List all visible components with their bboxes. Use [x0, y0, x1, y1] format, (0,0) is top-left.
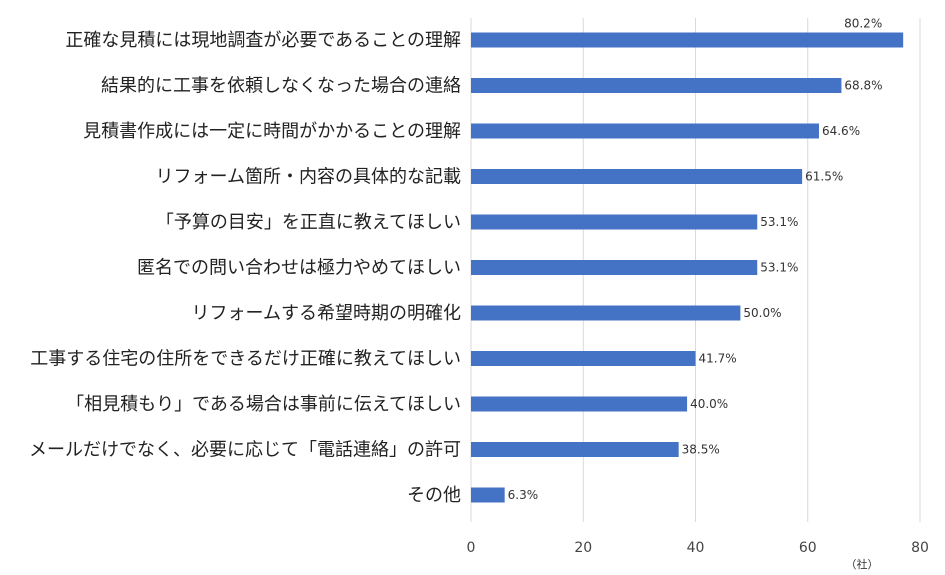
x-axis-unit-label: （社） [846, 557, 879, 571]
data-label: 6.3% [508, 488, 539, 502]
category-label: 工事する住宅の住所をできるだけ正確に教えてほしい [30, 349, 461, 370]
data-label: 68.8% [844, 79, 882, 93]
data-label: 53.1% [760, 261, 798, 275]
x-tick-label: 80 [911, 540, 929, 556]
bar [471, 351, 696, 366]
x-axis-ticks: 0 20 40 60 80 [467, 540, 929, 556]
x-tick-label: 0 [467, 540, 476, 556]
bar [471, 487, 505, 503]
category-label: 「相見積もり」である場合は事前に伝えてほしい [66, 394, 461, 415]
category-label: その他 [407, 485, 461, 506]
bar [471, 169, 803, 184]
bar [471, 214, 758, 230]
category-label: メールだけでなく、必要に応じて「電話連絡」の許可 [29, 440, 461, 461]
category-label: 正確な見積には現地調査が必要であることの理解 [65, 30, 461, 51]
category-labels: 正確な見積には現地調査が必要であることの理解結果的に工事を依頼しなくなった場合の… [29, 30, 461, 506]
bar [471, 396, 688, 412]
x-tick-label: 60 [799, 540, 817, 556]
category-label: リフォームする希望時期の明確化 [192, 303, 461, 324]
data-label: 80.2% [844, 17, 882, 31]
data-labels: 80.2% 68.8% 64.6% 61.5% 53.1% 53.1% 50.0% 41.7%… [508, 17, 883, 503]
category-label: 「予算の目安」を正直に教えてほしい [156, 212, 461, 233]
bar [471, 260, 758, 275]
bar [471, 305, 741, 321]
data-label: 61.5% [805, 170, 843, 184]
data-label: 64.6% [822, 124, 860, 138]
bar [471, 32, 904, 48]
bars [471, 32, 904, 503]
bar [471, 442, 679, 457]
category-label: 匿名での問い合わせは極力やめてほしい [137, 258, 461, 279]
data-label: 53.1% [760, 215, 798, 229]
x-tick-label: 20 [574, 540, 592, 556]
data-label: 41.7% [699, 352, 737, 366]
data-label: 50.0% [743, 306, 781, 320]
bar [471, 123, 819, 139]
data-label: 40.0% [690, 397, 728, 411]
data-label: 38.5% [682, 443, 720, 457]
bar [471, 78, 842, 93]
category-label: 見積書作成には一定に時間がかかることの理解 [83, 121, 461, 142]
category-label: 結果的に工事を依頼しなくなった場合の連絡 [101, 76, 461, 97]
category-label: リフォーム箇所・内容の具体的な記載 [156, 167, 461, 188]
x-tick-label: 40 [687, 540, 705, 556]
